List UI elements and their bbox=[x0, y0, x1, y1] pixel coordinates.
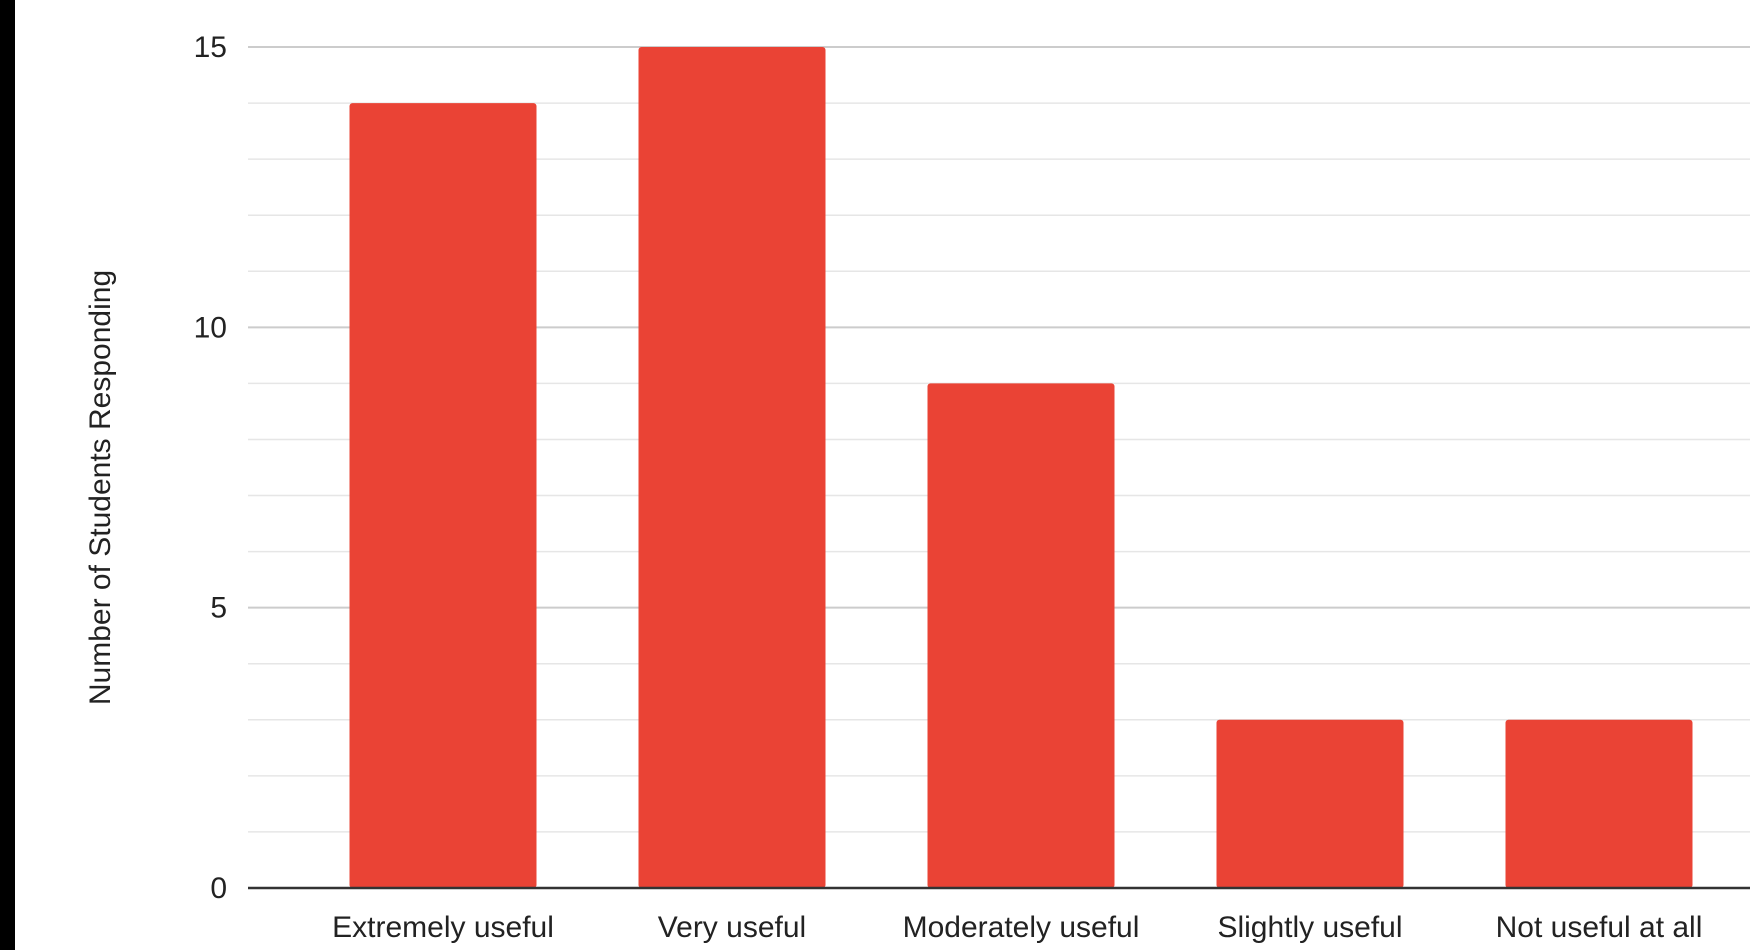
y-axis-title: Number of Students Responding bbox=[84, 270, 117, 705]
x-axis-ticks: Extremely useful Very useful Moderately us… bbox=[332, 911, 1702, 944]
bar-extremely-useful bbox=[349, 103, 537, 889]
bar-chart: 0 5 10 15 Extremely useful Very useful Modera… bbox=[84, 31, 1750, 944]
x-tick-label: Extremely useful bbox=[332, 911, 554, 944]
x-tick-label: Very useful bbox=[658, 911, 806, 944]
chart-panel: 0 5 10 15 Extremely useful Very useful Modera… bbox=[15, 0, 1750, 950]
x-tick-label: Moderately useful bbox=[903, 911, 1140, 944]
y-tick-label: 10 bbox=[194, 311, 227, 344]
x-tick-label: Slightly useful bbox=[1217, 911, 1402, 944]
y-tick-label: 15 bbox=[194, 31, 227, 64]
bars bbox=[349, 47, 1693, 889]
y-tick-label: 0 bbox=[210, 872, 227, 905]
bar-very-useful bbox=[638, 47, 826, 888]
bar-slightly-useful bbox=[1216, 719, 1404, 888]
bar-not-useful-at-all bbox=[1505, 719, 1693, 888]
y-tick-label: 5 bbox=[210, 592, 227, 625]
y-axis-ticks: 0 5 10 15 bbox=[194, 31, 227, 905]
bar-moderately-useful bbox=[927, 383, 1115, 888]
x-tick-label: Not useful at all bbox=[1496, 911, 1703, 944]
